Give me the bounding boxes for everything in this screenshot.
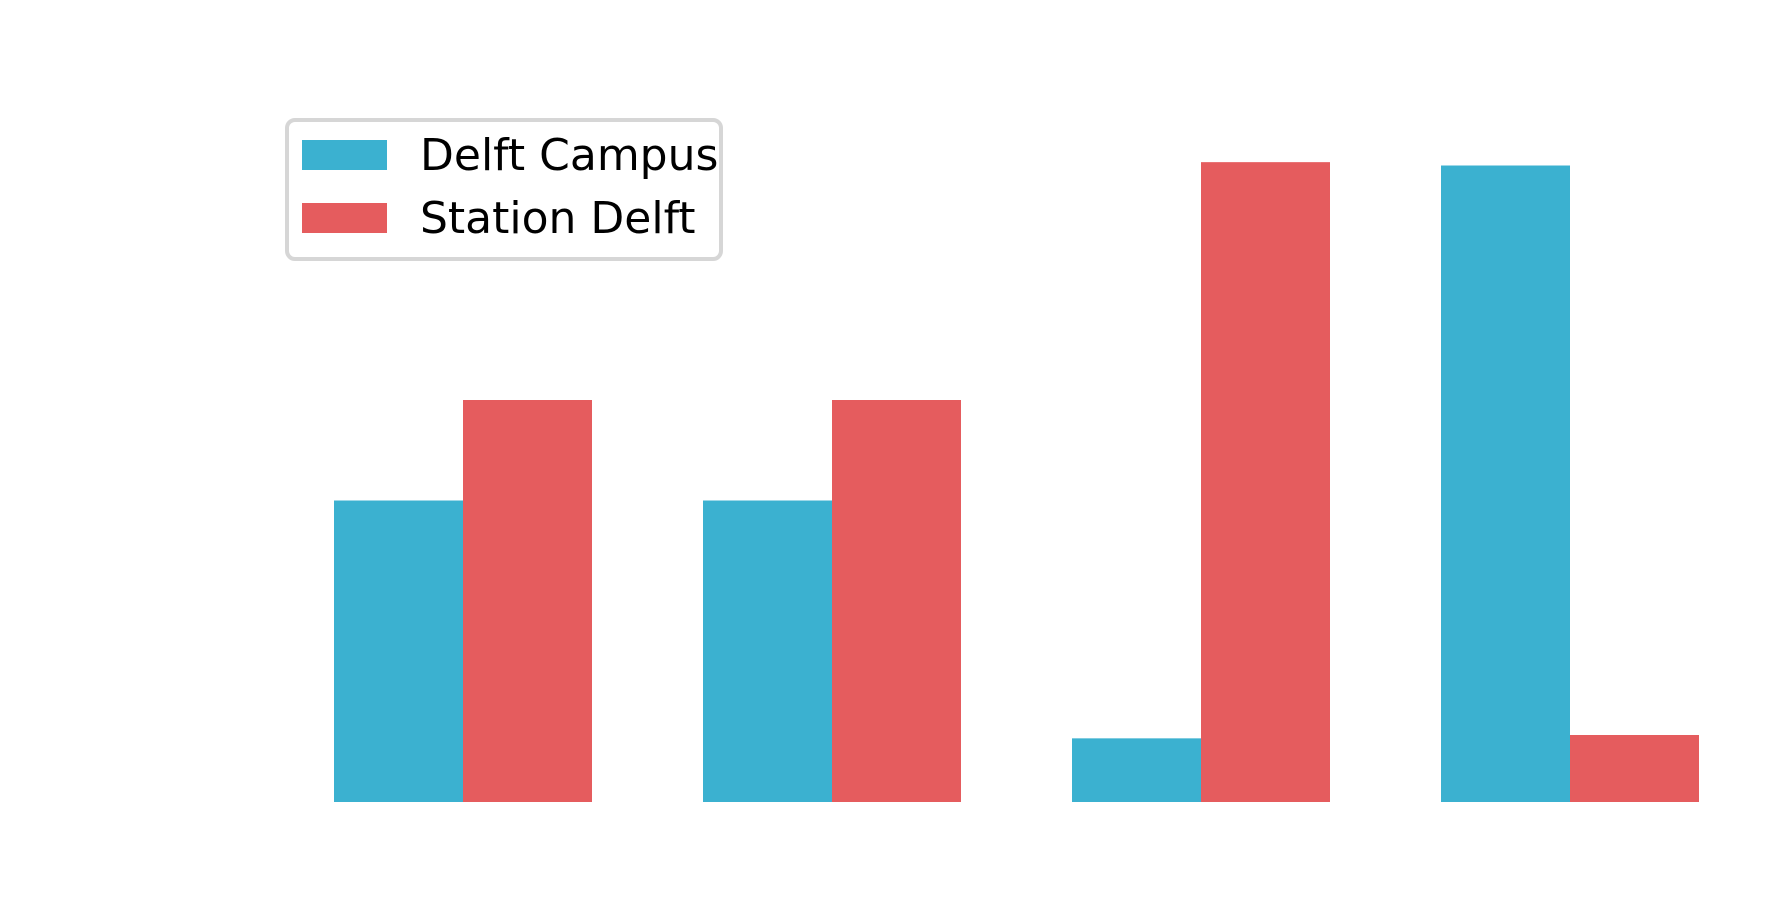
bars-group [334,162,1699,802]
bar-station-delft-2 [832,400,961,802]
bar-station-delft-1 [463,400,592,802]
legend-swatch-delft-campus [302,140,387,170]
legend-swatch-station-delft [302,203,387,233]
bar-delft-campus-2 [703,500,832,802]
legend-label-station-delft: Station Delft [420,193,696,244]
legend: Delft Campus Station Delft [285,118,723,261]
bar-delft-campus-3 [1072,738,1201,802]
bar-station-delft-4 [1570,735,1699,802]
bar-delft-campus-4 [1441,165,1570,802]
bar-station-delft-3 [1201,162,1330,802]
legend-label-delft-campus: Delft Campus [420,130,718,181]
bar-delft-campus-1 [334,500,463,802]
legend-frame [285,118,723,261]
